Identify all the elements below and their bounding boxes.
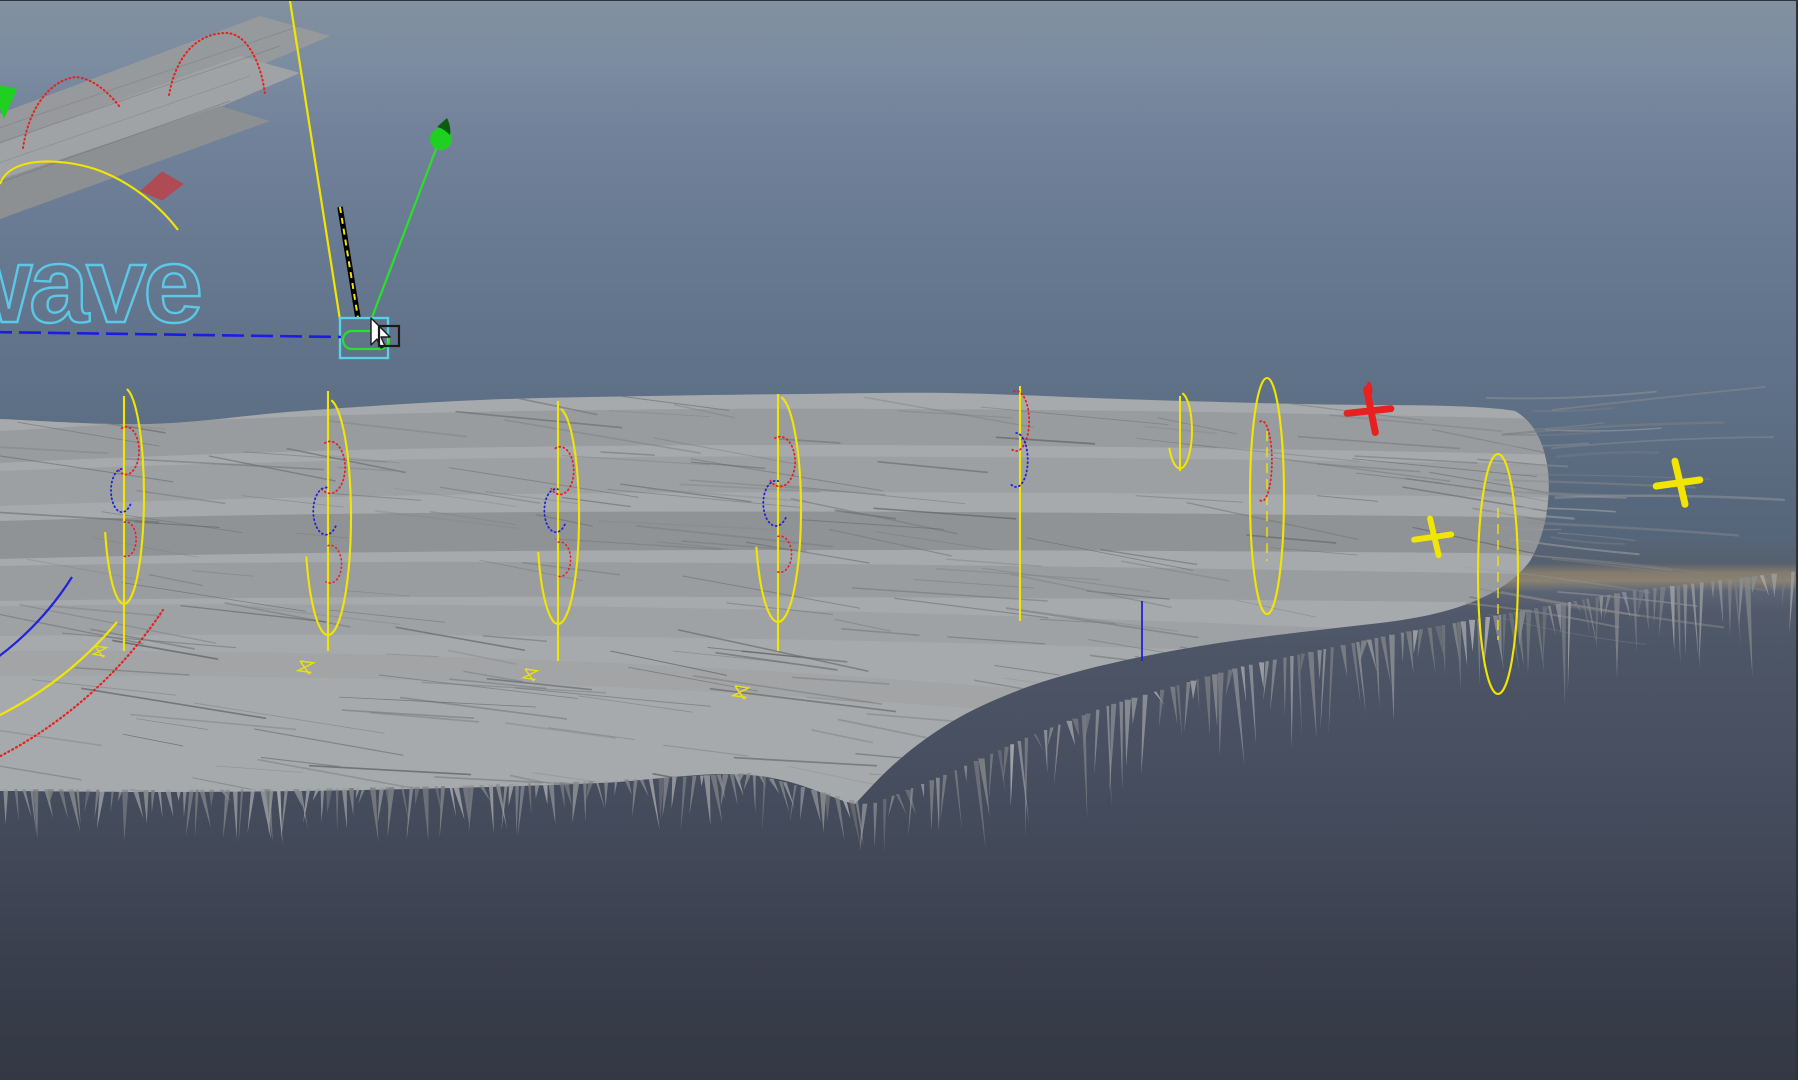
svg-text:wave: wave [0,224,200,345]
